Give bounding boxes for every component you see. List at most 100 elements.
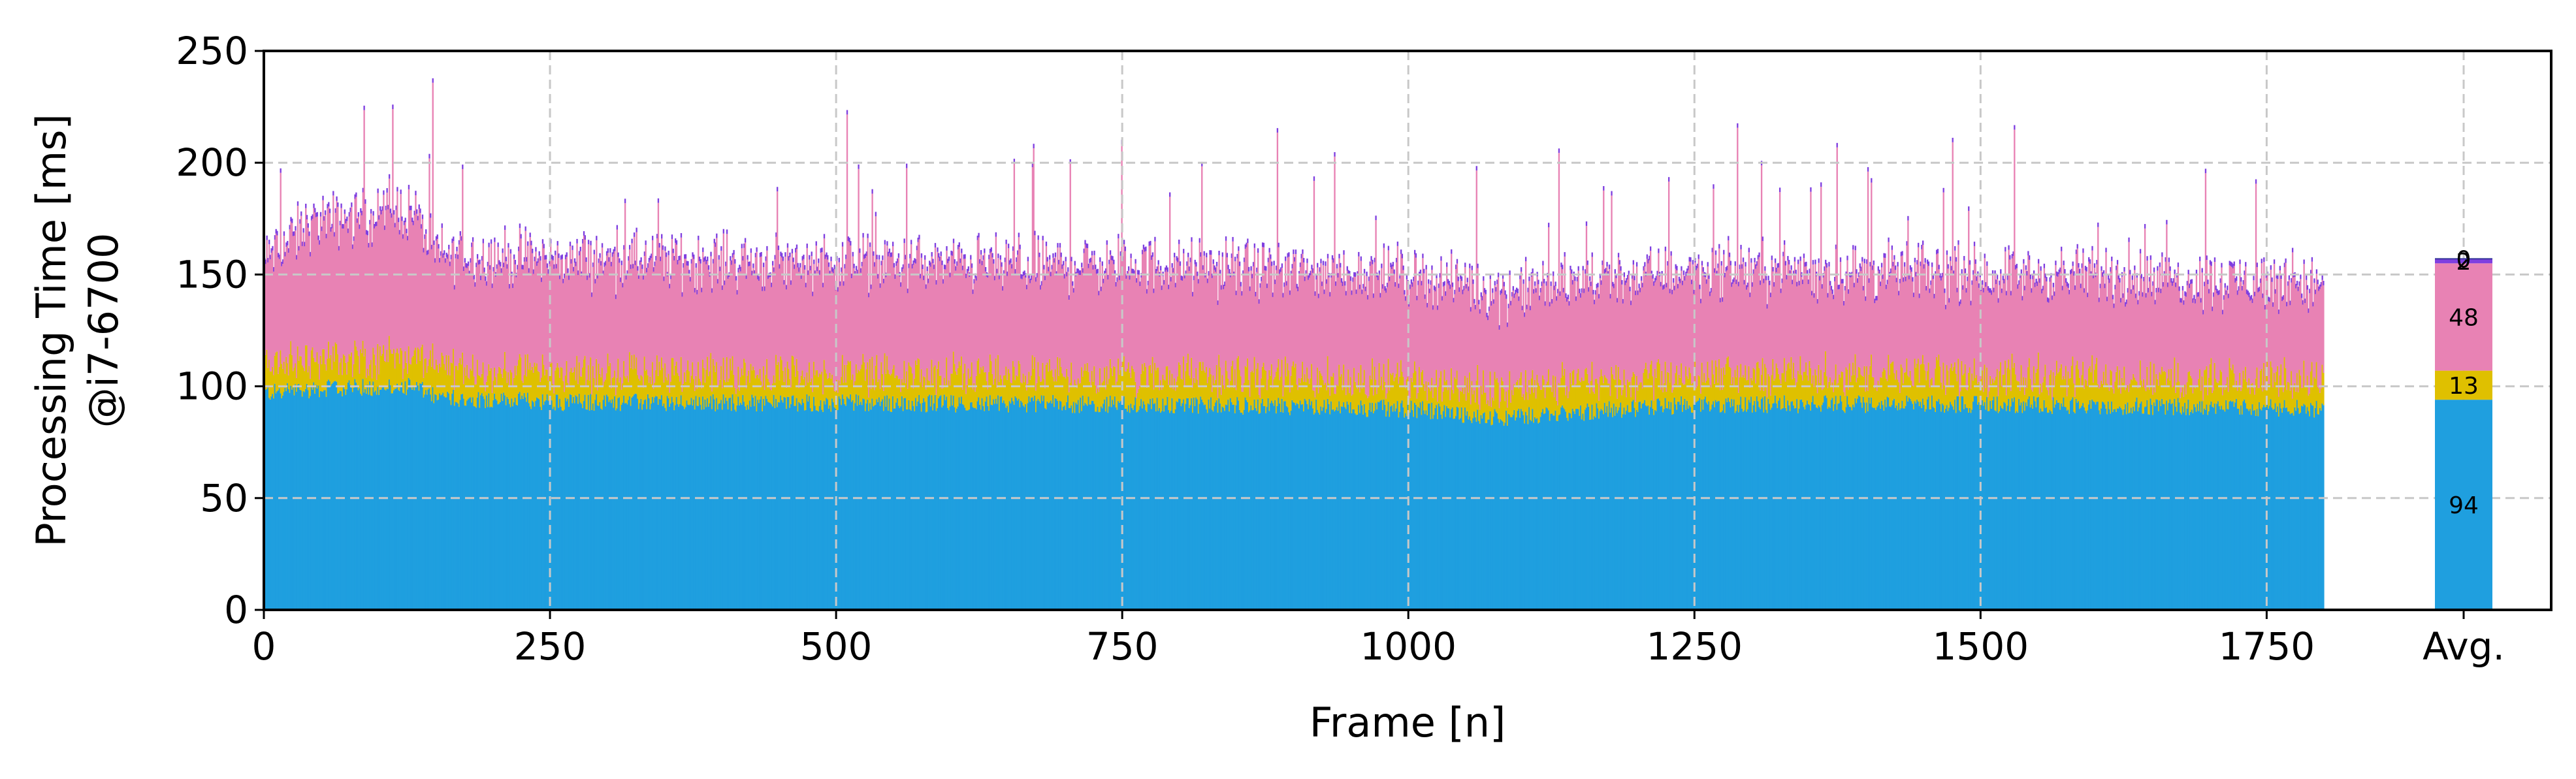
frame-bar-segment [1413,417,1415,610]
frame-bar-segment [1100,406,1103,610]
frame-bar-segment [1432,310,1434,398]
frame-bar-segment [709,276,711,372]
frame-bar-segment [1489,411,1491,610]
frame-bar-segment [1081,411,1083,610]
frame-bar-segment [1259,283,1261,288]
frame-bar-segment [513,254,515,259]
frame-bar-segment [1448,281,1450,285]
frame-bar-segment [631,355,633,398]
frame-bar-segment [771,383,774,407]
frame-bar-segment [1249,410,1251,610]
frame-bar-segment [1048,266,1050,272]
frame-bar-segment [783,279,785,285]
frame-bar-segment [1396,241,1399,246]
frame-bar-segment [1034,235,1036,357]
frame-bar-segment [391,213,393,218]
frame-bar-segment [956,374,958,409]
frame-bar-segment [1346,386,1348,402]
frame-bar-segment [677,260,679,264]
frame-bar-segment [1034,231,1036,236]
frame-bar-segment [387,209,389,362]
frame-bar-segment [932,383,934,411]
frame-bar-segment [1590,281,1592,287]
frame-bar-segment [324,214,327,364]
frame-bar-segment [1677,283,1679,289]
frame-bar-segment [406,395,408,610]
frame-bar-segment [265,264,267,356]
frame-bar-segment [1534,281,1536,286]
frame-bar-segment [935,411,937,610]
frame-bar-segment [283,361,285,392]
frame-bar-segment [1678,276,1681,281]
frame-bar-segment [398,234,401,364]
frame-bar-segment [769,403,771,610]
frame-bar-segment [572,249,573,373]
frame-bar-segment [1252,262,1255,267]
frame-bar-segment [409,364,411,380]
frame-bar-segment [1331,377,1334,410]
frame-bar-segment [815,246,817,371]
frame-bar-segment [499,262,502,267]
frame-bar-segment [1565,293,1567,298]
frame-bar-segment [1006,379,1008,406]
frame-bar-segment [701,409,703,610]
frame-bar-segment [1291,400,1293,610]
frame-bar-segment [434,370,436,394]
frame-bar-segment [798,402,800,610]
frame-bar-segment [1189,378,1191,405]
frame-bar-segment [1483,413,1485,610]
frame-bar-segment [952,238,955,244]
frame-bar-segment [1163,279,1165,285]
frame-bar-segment [795,247,797,253]
frame-bar-segment [1099,261,1101,368]
frame-bar-segment [418,349,420,391]
frame-bar-segment [296,259,298,378]
frame-bar-segment [771,404,773,610]
frame-bar-segment [1106,244,1108,366]
frame-bar-segment [1615,274,1617,279]
frame-bar-segment [1433,385,1436,415]
frame-bar-segment [846,364,848,397]
frame-bar-segment [338,246,340,251]
frame-bar-segment [807,382,809,402]
frame-bar-segment [1399,274,1401,279]
frame-bar-segment [1478,421,1480,610]
frame-bar-segment [972,294,974,390]
frame-bar-segment [791,355,794,396]
frame-bar-segment [1273,379,1275,406]
frame-bar-segment [732,394,734,610]
frame-bar-segment [1308,275,1310,280]
frame-bar-segment [1644,262,1646,267]
frame-bar-segment [332,346,334,383]
frame-bar-segment [1118,238,1119,359]
frame-bar-segment [388,174,391,179]
frame-bar-segment [1609,413,1611,610]
frame-bar-segment [361,210,363,215]
frame-bar-segment [873,379,875,407]
frame-bar-segment [713,399,715,610]
frame-bar-segment [1352,409,1354,610]
frame-bar-segment [1098,412,1100,610]
frame-bar-segment [666,252,668,257]
frame-bar-segment [1072,288,1075,293]
frame-bar-segment [389,385,392,610]
frame-bar-segment [287,248,290,253]
frame-bar-segment [678,255,680,261]
frame-bar-segment [393,390,395,610]
frame-bar-segment [323,390,325,610]
frame-bar-segment [1402,270,1404,377]
frame-bar-segment [567,383,569,399]
frame-bar-segment [974,273,976,278]
frame-bar-segment [1654,409,1656,610]
frame-bar-segment [841,394,844,610]
frame-bar-segment [1059,400,1061,610]
frame-bar-segment [284,251,286,257]
frame-bar-segment [489,407,491,610]
frame-bar-segment [1314,296,1316,398]
frame-bar-segment [1097,273,1099,389]
frame-bar-segment [424,358,426,395]
frame-bar-segment [777,249,780,362]
frame-bar-segment [1673,397,1676,610]
frame-bar-segment [598,363,600,406]
frame-bar-segment [1110,260,1112,368]
